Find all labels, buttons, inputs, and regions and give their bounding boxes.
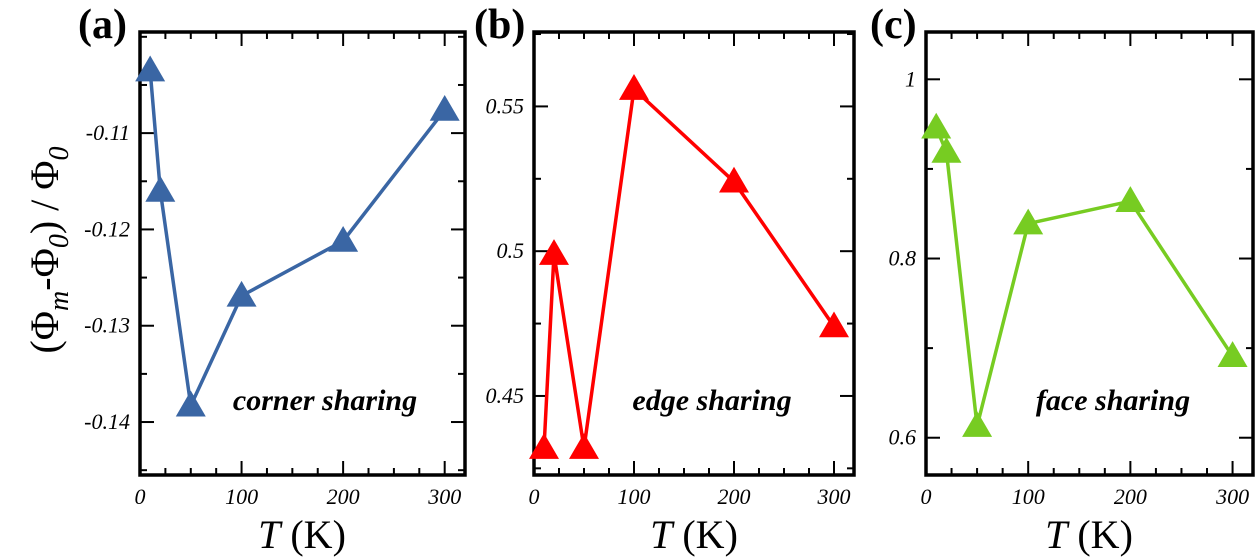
series-line — [934, 127, 1235, 427]
x-tick-label: 100 — [1012, 484, 1045, 509]
x-axis-title-unit: (K) — [280, 512, 346, 557]
panel-annotation: corner sharing — [233, 384, 417, 417]
x-axis-title: T (K) — [1045, 512, 1133, 557]
y-axis-title-minus: - — [22, 277, 67, 290]
data-point-marker — [1013, 208, 1044, 235]
data-point-marker — [539, 239, 569, 265]
data-point-marker — [429, 95, 460, 121]
data-point-marker — [226, 280, 257, 307]
x-axis-title-unit: (K) — [672, 512, 738, 557]
x-tick-label: 200 — [1114, 484, 1147, 509]
x-tick-label: 300 — [427, 484, 461, 509]
y-tick-label: -0.13 — [84, 313, 130, 338]
y-axis-title-phi-0: Φ — [22, 248, 67, 277]
data-point-marker — [819, 311, 849, 338]
x-tick-label: 300 — [817, 484, 851, 509]
series-line — [542, 85, 836, 449]
y-tick-label: -0.11 — [86, 120, 130, 145]
plot-frame — [532, 30, 856, 477]
panel-label: (a) — [78, 2, 127, 48]
y-tick-label: 0.45 — [486, 383, 525, 408]
x-tick-label: 100 — [225, 484, 258, 509]
panel-b: 0 100 200 300 0.45 0.5 0.55 (b) edge sharing T (K… — [474, 2, 856, 557]
data-point-marker — [921, 112, 952, 139]
y-axis-title-sub-0b: 0 — [44, 146, 75, 160]
x-tick-label: 100 — [618, 484, 651, 509]
data-point-marker — [145, 175, 176, 202]
panel-label: (c) — [870, 2, 917, 48]
data-point-marker — [569, 433, 599, 459]
x-tick-label: 200 — [718, 484, 751, 509]
y-tick-label: 0.6 — [889, 425, 917, 450]
x-axis-title: T (K) — [650, 512, 738, 557]
y-axis-title-sub-0a: 0 — [44, 234, 75, 248]
x-tick-label: 300 — [1215, 484, 1249, 509]
data-point-marker — [719, 166, 749, 193]
y-tick-label: -0.12 — [84, 216, 130, 241]
x-axis-title-symbol: T — [650, 512, 675, 557]
data-point-marker — [619, 74, 649, 100]
y-axis-title-phi-0b: Φ — [22, 160, 67, 189]
y-tick-label: 0.55 — [486, 93, 525, 118]
data-point-marker — [1115, 186, 1146, 212]
y-axis-title-close: ) / — [22, 190, 67, 234]
y-axis-title: (Φm-Φ0) / Φ0 — [22, 146, 75, 353]
panel-label: (b) — [474, 2, 525, 48]
panel-annotation: face sharing — [1036, 384, 1190, 417]
data-point-marker — [529, 433, 559, 459]
y-tick-label: -0.14 — [84, 409, 130, 434]
data-point-marker — [931, 136, 962, 163]
y-tick-label: 0.5 — [497, 238, 525, 263]
y-tick-label: 0.8 — [889, 246, 917, 271]
x-axis-title: T (K) — [258, 512, 346, 557]
x-tick-label: 0 — [921, 484, 932, 509]
x-tick-label: 0 — [135, 484, 146, 509]
x-axis-title-symbol: T — [258, 512, 283, 557]
series-line — [148, 70, 447, 412]
panel-a: 0 100 200 300 -0.14 -0.13 -0.12 -0.11 (a) corner … — [78, 2, 467, 557]
panel-annotation: edge sharing — [632, 384, 791, 417]
plot-frame — [138, 30, 467, 477]
plot-frame — [924, 30, 1255, 477]
x-tick-label: 0 — [529, 484, 540, 509]
y-axis-title-open: ( — [22, 340, 67, 353]
y-axis-title-sub-m: m — [44, 291, 75, 311]
data-point-marker — [962, 411, 993, 437]
data-point-marker — [135, 55, 166, 82]
x-axis-title-unit: (K) — [1067, 512, 1133, 557]
x-axis-title-symbol: T — [1045, 512, 1070, 557]
data-point-marker — [328, 225, 359, 252]
data-point-marker — [175, 390, 206, 417]
panel-c: 0 100 200 300 0.6 0.8 1 (c) face sharing T (K) — [870, 2, 1255, 557]
x-tick-label: 200 — [327, 484, 360, 509]
y-axis-title-phi-m: Φ — [22, 311, 67, 340]
y-tick-label: 1 — [905, 66, 916, 91]
data-point-marker — [1217, 341, 1248, 367]
